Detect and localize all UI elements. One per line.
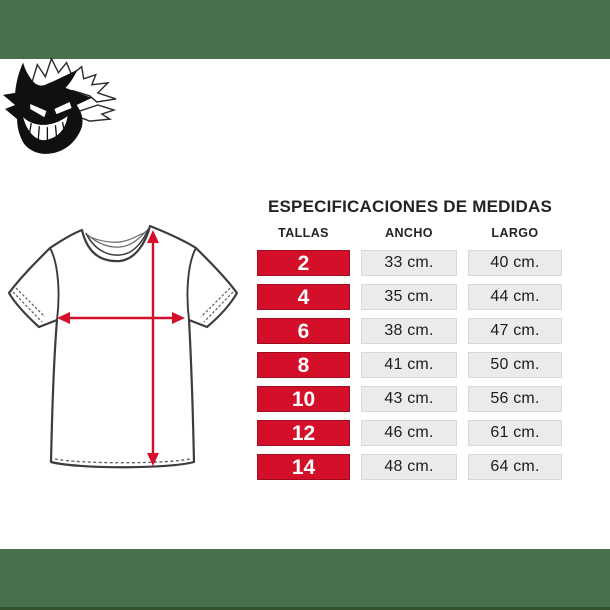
right-cuff-stitches — [200, 287, 234, 323]
size-cell: 14 — [257, 454, 350, 480]
table-title: ESPECIFICACIONES DE MEDIDAS — [267, 197, 553, 216]
size-cell: 10 — [257, 386, 350, 412]
collar-band — [85, 228, 149, 256]
gengar-logo-icon — [3, 56, 117, 154]
size-cell: 4 — [257, 284, 350, 310]
largo-cell: 50 cm. — [468, 352, 562, 378]
size-cell: 2 — [257, 250, 350, 276]
column-header-tallas: TALLAS — [278, 226, 329, 240]
collar-rib-1 — [87, 230, 147, 248]
top-green-band — [0, 0, 610, 59]
size-spec-table: ESPECIFICACIONES DE MEDIDAS TALLAS ANCHO… — [257, 197, 563, 480]
size-cell: 12 — [257, 420, 350, 446]
ancho-cell: 33 cm. — [361, 250, 457, 276]
left-cuff-stitches — [12, 287, 46, 323]
column-header-largo: LARGO — [491, 226, 539, 240]
ancho-cell: 38 cm. — [361, 318, 457, 344]
largo-cell: 44 cm. — [468, 284, 562, 310]
left-eye — [30, 103, 47, 118]
claw-outline-icon — [78, 104, 117, 122]
largo-cell: 61 cm. — [468, 420, 562, 446]
column-header-ancho: ANCHO — [385, 226, 433, 240]
right-armhole-seam — [186, 247, 197, 321]
gengar-body — [3, 62, 92, 154]
ancho-cell: 41 cm. — [361, 352, 457, 378]
collar-rib-2 — [89, 232, 145, 243]
tshirt-diagram — [8, 224, 238, 469]
width-arrow — [57, 312, 185, 324]
ancho-cell: 46 cm. — [361, 420, 457, 446]
largo-cell: 47 cm. — [468, 318, 562, 344]
size-cell: 6 — [257, 318, 350, 344]
right-eye — [54, 101, 72, 115]
hem-stitches — [54, 458, 191, 464]
largo-cell: 56 cm. — [468, 386, 562, 412]
ancho-cell: 35 cm. — [361, 284, 457, 310]
shirt-outline — [8, 224, 238, 469]
teeth-lines — [28, 122, 66, 141]
largo-cell: 40 cm. — [468, 250, 562, 276]
table-grid: TALLAS ANCHO LARGO 2 33 cm. 40 cm. 4 35 … — [257, 224, 563, 480]
size-cell: 8 — [257, 352, 350, 378]
largo-cell: 64 cm. — [468, 454, 562, 480]
bottom-green-band — [0, 549, 610, 610]
ancho-cell: 48 cm. — [361, 454, 457, 480]
left-armhole-seam — [49, 247, 60, 321]
length-arrow — [147, 230, 159, 466]
ancho-cell: 43 cm. — [361, 386, 457, 412]
spike-outline-icon — [30, 56, 117, 103]
